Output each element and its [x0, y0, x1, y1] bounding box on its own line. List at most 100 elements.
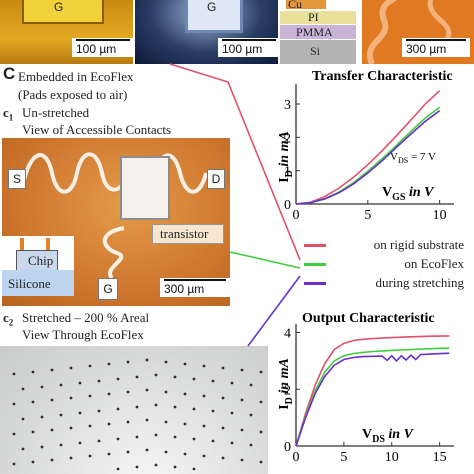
c1-line2: View of Accessible Contacts [22, 122, 172, 137]
micrograph-pad-1: G 100 µm [0, 0, 133, 64]
pad-g: G [98, 278, 118, 300]
array-dot [259, 430, 263, 434]
transistor-chip [120, 156, 170, 220]
array-dot [88, 394, 92, 398]
transfer-title: Transfer Characteristic [312, 69, 453, 84]
array-dot [192, 377, 196, 381]
array-dot [230, 381, 234, 385]
pad-letter: G [54, 0, 64, 14]
transfer-ylabel: ID in mA [277, 131, 295, 183]
array-dot [173, 435, 177, 439]
array-dot [164, 390, 168, 394]
array-dot [202, 424, 206, 428]
section-line1: Embedded in EcoFlex [18, 69, 134, 84]
array-dot [145, 448, 149, 452]
array-dot [211, 439, 215, 443]
array-dot [211, 409, 215, 413]
array-dot [202, 364, 206, 368]
layer-pi [280, 11, 356, 24]
scale-bar: 300 µm [402, 38, 470, 57]
legend-label: on EcoFlex [404, 256, 464, 271]
silicone-label: Silicone [8, 276, 51, 291]
array-dot [164, 360, 168, 364]
array-dot [21, 447, 25, 451]
array-dot [21, 387, 25, 391]
array-dot [21, 417, 25, 421]
array-dot [145, 388, 149, 392]
top-photo-strip: G 100 µm G 100 µm Cu PI PMMA Si 300 µm [0, 0, 474, 64]
array-dot [107, 362, 111, 366]
x-tick-label: 0 [293, 208, 300, 223]
array-dot [183, 452, 187, 456]
array-dot [164, 450, 168, 454]
y-tick-label: 0 [284, 440, 291, 455]
series-line-on-rigid-substrate [295, 90, 441, 205]
array-dot [59, 413, 63, 417]
y-tick-label: 2 [284, 383, 291, 398]
array-dot [192, 407, 196, 411]
legend-item: on EcoFlex [300, 255, 468, 273]
array-dot [50, 368, 54, 372]
x-tick-label: 10 [433, 208, 447, 223]
legend-swatch [304, 282, 326, 285]
inset-contacts [20, 238, 24, 250]
x-tick-label: 0 [293, 450, 300, 465]
photo-c1: S D transistor Chip Silicone G 300 µm [2, 138, 230, 306]
array-dot [202, 394, 206, 398]
series-line-during-stretching [295, 110, 441, 205]
array-dot [230, 441, 234, 445]
section-letter: C [3, 64, 16, 83]
chip-label: Chip [28, 253, 54, 268]
array-dot [50, 428, 54, 432]
array-dot [107, 392, 111, 396]
output-title: Output Characteristic [302, 311, 435, 326]
array-dot [31, 430, 35, 434]
array-dot [107, 452, 111, 456]
inset-silicone [2, 270, 74, 296]
array-dot [50, 398, 54, 402]
array-dot [154, 433, 158, 437]
array-dot [154, 403, 158, 407]
array-dot [97, 409, 101, 413]
array-dot [221, 396, 225, 400]
array-dot [116, 467, 120, 471]
array-dot [88, 364, 92, 368]
transfer-chart: Transfer Characteristic 0 5 10 0 1 2 3 ID in m… [277, 69, 454, 223]
array-dot [12, 402, 16, 406]
layer-si-label: Si [310, 44, 321, 58]
section-line2: (Pads exposed to air) [18, 87, 128, 102]
array-dot [88, 424, 92, 428]
pad-d: D [207, 169, 225, 189]
micrograph-pad-2: G 100 µm [135, 0, 278, 64]
array-dot [183, 422, 187, 426]
transistor-label: transistor [160, 226, 209, 241]
array-dot [221, 426, 225, 430]
inset-contacts-2 [46, 238, 50, 250]
pad-letter: G [207, 0, 217, 14]
layer-pmma-label: PMMA [296, 25, 333, 39]
stretched-dot-array [12, 358, 263, 471]
array-dot [183, 362, 187, 366]
array-dot [31, 400, 35, 404]
legend-swatch [304, 244, 326, 247]
c1-label: c1 [3, 105, 14, 123]
array-dot [135, 375, 139, 379]
series-line-during-stretching [295, 352, 450, 447]
array-dot [240, 458, 244, 462]
series-line-on-ecoflex [295, 347, 450, 447]
array-dot [230, 411, 234, 415]
array-dot [69, 456, 73, 460]
array-dot [240, 398, 244, 402]
y-tick-label: 1 [284, 165, 291, 180]
array-dot [259, 460, 263, 464]
array-dot [145, 358, 149, 362]
array-dot [202, 454, 206, 458]
serpentine-wire-top [367, 0, 452, 64]
array-dot [69, 396, 73, 400]
array-dot [173, 465, 177, 469]
array-dot [173, 375, 177, 379]
array-dot [97, 379, 101, 383]
array-dot [221, 366, 225, 370]
scale-bar: 300 µm [160, 278, 230, 297]
x-tick-label: 5 [340, 450, 347, 465]
